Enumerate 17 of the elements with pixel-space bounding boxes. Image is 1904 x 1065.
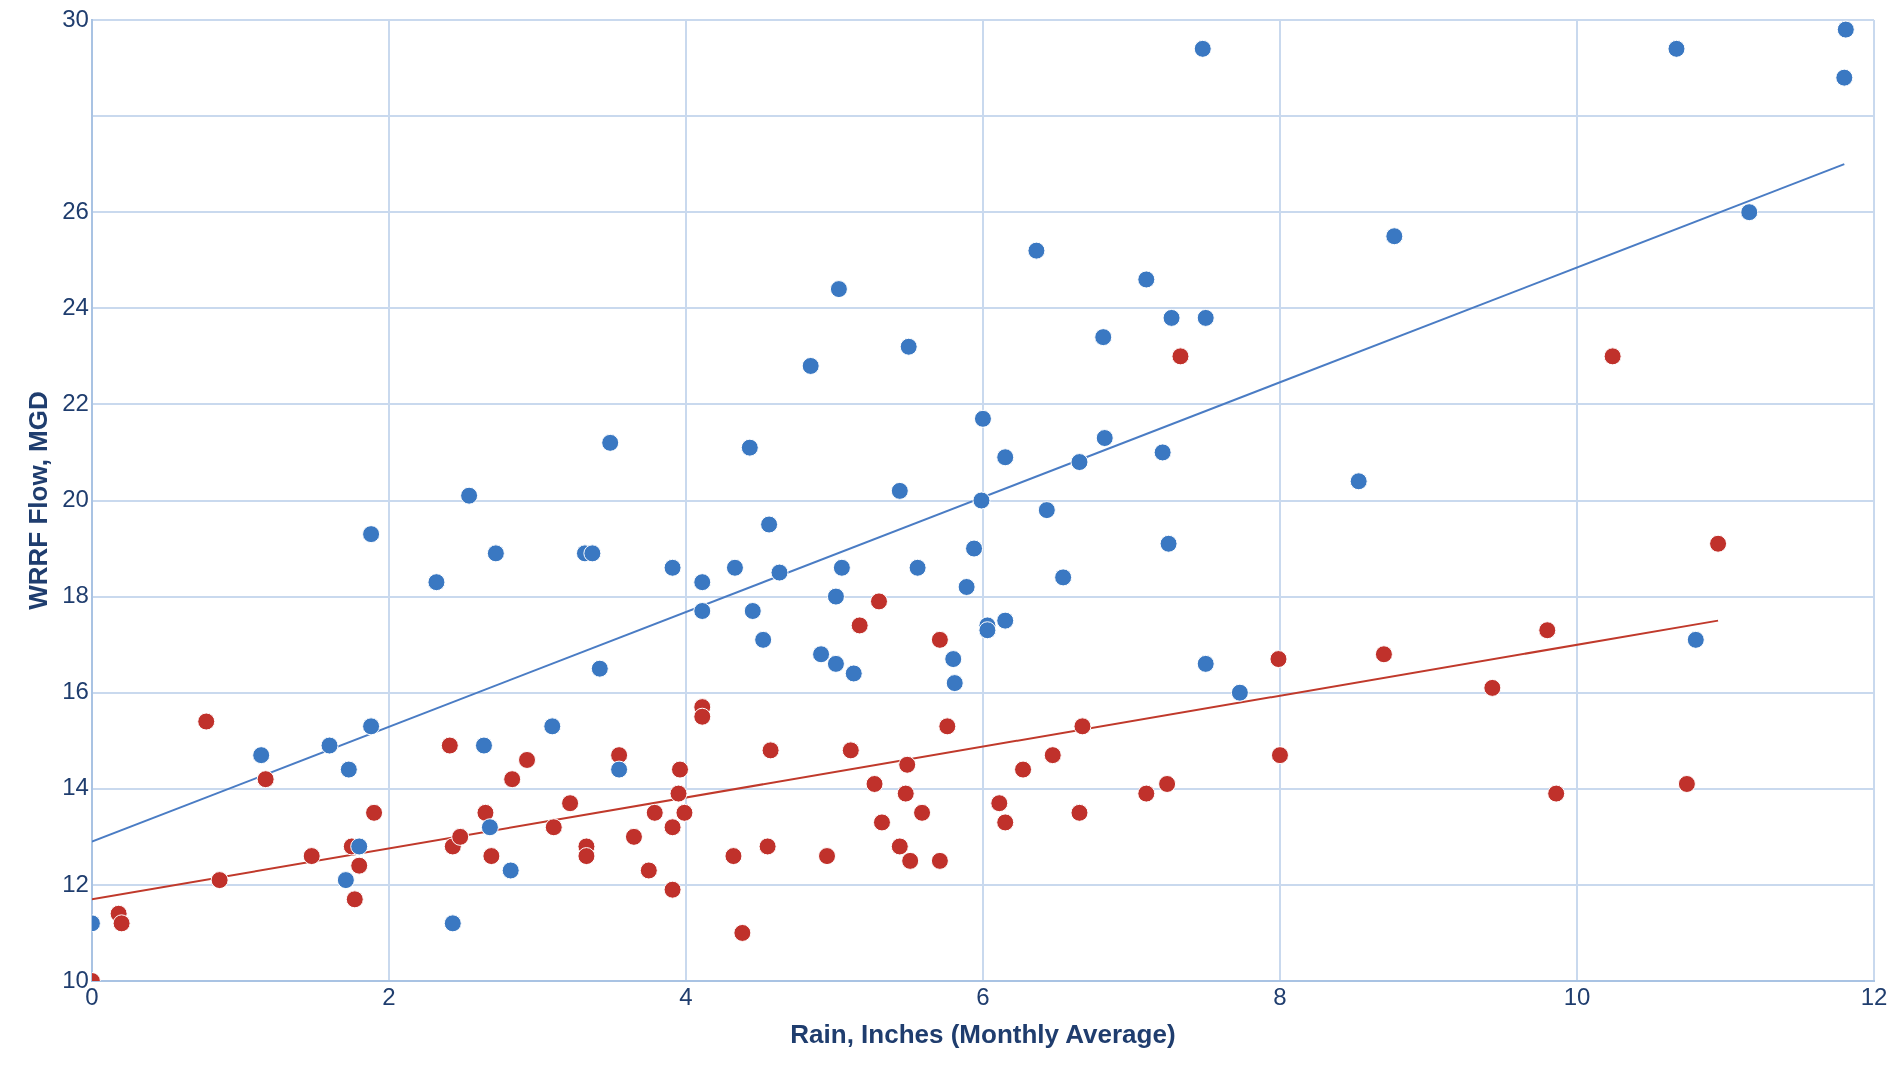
y-tick-label: 18 — [62, 581, 89, 609]
x-tick-label: 8 — [1273, 983, 1287, 1011]
y-tick-label: 30 — [62, 4, 89, 32]
x-tick-label: 10 — [1563, 983, 1591, 1011]
y-tick-label: 16 — [62, 677, 89, 705]
x-tick-label: 12 — [1860, 983, 1888, 1011]
y-axis-title: WRRF Flow, MGD — [22, 391, 53, 610]
y-tick-label: 26 — [62, 196, 89, 224]
x-tick-label: 4 — [679, 983, 693, 1011]
x-tick-label: 6 — [976, 983, 990, 1011]
y-tick-label: 22 — [62, 389, 89, 417]
y-tick-label: 20 — [62, 485, 89, 513]
y-tick-label: 14 — [62, 773, 89, 801]
y-tick-label: 24 — [62, 292, 89, 320]
x-tick-label: 2 — [382, 983, 396, 1011]
y-tick-label: 12 — [62, 869, 89, 897]
x-axis-title: Rain, Inches (Monthly Average) — [790, 1018, 1176, 1049]
